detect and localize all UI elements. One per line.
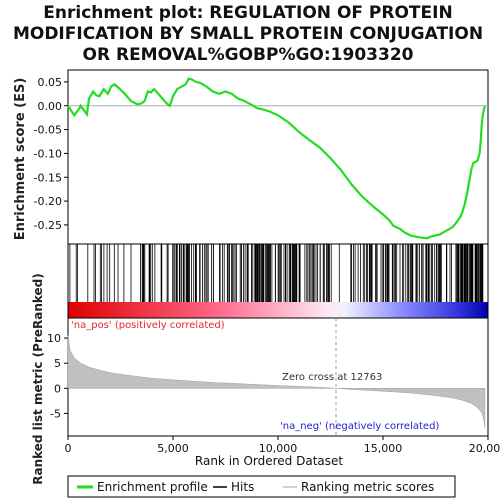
metric-y-tick-label: 10 (47, 332, 61, 345)
es-y-tick-label: -0.05 (34, 124, 62, 137)
rank-color-bar (68, 302, 488, 318)
legend: Enrichment profile Hits Ranking metric s… (67, 475, 456, 498)
metric-axis-label: Ranked list metric (PreRanked) (31, 273, 45, 485)
x-tick-label: 20,000 (469, 442, 500, 455)
x-tick-label: 0 (65, 442, 72, 455)
x-axis-label: Rank in Ordered Dataset (195, 454, 343, 468)
metric-y-tick-label: 5 (54, 357, 61, 370)
ranked-metric-panel: 10 5 0 -5 0 5,000 10,000 15,000 20,000 (47, 317, 500, 455)
legend-hits-label: Hits (231, 480, 254, 494)
chart-title-line-3: OR REMOVAL%GOBP%GO:1903320 (83, 45, 414, 65)
positive-correlation-label: 'na_pos' (positively correlated) (71, 320, 225, 331)
es-y-tick-label: -0.20 (34, 195, 62, 208)
zero-cross-label: Zero cross at 12763 (282, 372, 382, 383)
es-y-tick-label: 0.00 (38, 100, 63, 113)
legend-enrichment-label: Enrichment profile (97, 480, 208, 494)
es-y-tick-label: -0.25 (34, 219, 62, 232)
metric-y-tick-label: 0 (54, 382, 61, 395)
metric-y-tick-label: -5 (50, 407, 61, 420)
x-tick-label: 15,000 (364, 442, 403, 455)
es-y-tick-label: -0.15 (34, 171, 62, 184)
x-tick-label: 10,000 (259, 442, 298, 455)
ranked-metric-area (67, 335, 486, 429)
legend-metric-label: Ranking metric scores (301, 480, 434, 494)
x-tick-label: 5,000 (157, 442, 189, 455)
es-axis-label: Enrichment score (ES) (13, 78, 28, 241)
chart-title-line-1: Enrichment plot: REGULATION OF PROTEIN (43, 3, 452, 23)
hits-panel (67, 243, 489, 319)
chart-title-line-2: MODIFICATION BY SMALL PROTEIN CONJUGATIO… (13, 24, 483, 44)
negative-correlation-label: 'na_neg' (negatively correlated) (280, 421, 439, 432)
es-y-tick-label: 0.05 (38, 76, 63, 89)
legend-box (67, 475, 456, 498)
enrichment-profile-line (67, 77, 486, 240)
es-y-tick-label: -0.10 (34, 147, 62, 160)
